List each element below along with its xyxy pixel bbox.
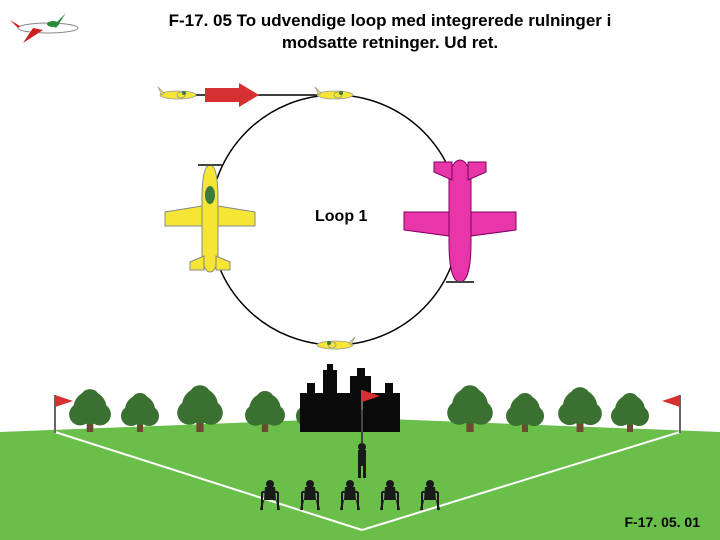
title-line-1: F-17. 05 To udvendige loop med integrere… [169,11,612,30]
plane-top-side [315,87,353,99]
plane-entry-side [158,87,196,99]
maneuver-title: F-17. 05 To udvendige loop med integrere… [140,10,640,54]
figure-code: F-17. 05. 01 [625,514,701,530]
loop-label: Loop 1 [315,208,367,226]
direction-arrow [205,83,259,107]
plane-left-topview [165,165,255,272]
castle-silhouette [300,364,400,432]
flag-right [662,395,680,433]
maneuver-diagram [0,0,720,540]
logo-aircraft-icon [8,8,88,48]
title-line-2: modsatte retninger. Ud ret. [282,33,498,52]
plane-bottom-side [317,337,355,349]
plane-right-topview [404,160,516,282]
